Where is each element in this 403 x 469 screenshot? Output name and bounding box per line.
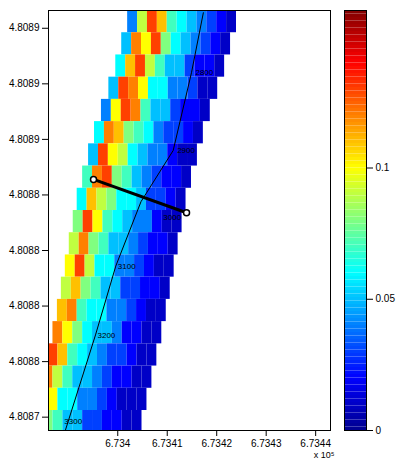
svg-text:3100: 3100: [118, 262, 136, 271]
svg-text:x 10⁵: x 10⁵: [314, 450, 335, 460]
svg-text:0.1: 0.1: [376, 162, 390, 173]
svg-text:4.8089: 4.8089: [9, 78, 40, 89]
svg-text:6.7342: 6.7342: [201, 438, 232, 449]
svg-text:3300: 3300: [64, 417, 82, 426]
svg-text:4.8089: 4.8089: [9, 134, 40, 145]
svg-text:6.7341: 6.7341: [152, 438, 183, 449]
svg-text:4.8088: 4.8088: [9, 189, 40, 200]
svg-text:6.7344: 6.7344: [300, 438, 331, 449]
svg-text:2900: 2900: [177, 146, 195, 155]
svg-text:6.7343: 6.7343: [251, 438, 282, 449]
svg-text:0.05: 0.05: [376, 293, 396, 304]
svg-text:2800: 2800: [195, 68, 213, 77]
svg-text:6.734: 6.734: [105, 438, 130, 449]
svg-text:3000: 3000: [163, 213, 181, 222]
svg-text:0: 0: [376, 425, 382, 436]
svg-text:4.8088: 4.8088: [9, 300, 40, 311]
svg-text:3200: 3200: [98, 331, 116, 340]
svg-text:4.8087: 4.8087: [9, 411, 40, 422]
svg-text:4.8088: 4.8088: [9, 356, 40, 367]
svg-text:4.8088: 4.8088: [9, 245, 40, 256]
svg-text:4.8089: 4.8089: [9, 22, 40, 33]
